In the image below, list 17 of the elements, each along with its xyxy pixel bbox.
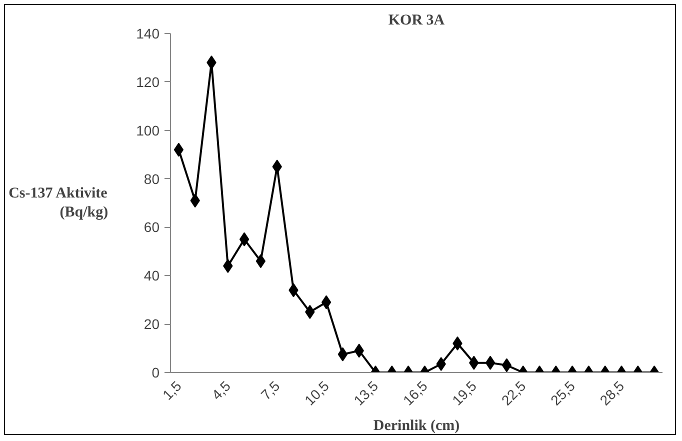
point (174, 142, 184, 157)
y-tick-label: 100 (136, 122, 160, 138)
y-tick-label: 120 (136, 74, 160, 90)
y-axis-title: Cs-137 Aktivite (Bq/kg) (8, 185, 108, 221)
x-axis-title: Derinlik (cm) (373, 418, 460, 434)
y-tick-label: 0 (152, 364, 160, 380)
point (239, 232, 250, 246)
y-tick-label: 140 (136, 26, 160, 42)
x-tick-label: 7,5 (258, 378, 283, 403)
x-tick-label: 1,5 (159, 378, 185, 403)
y-tick-label: 60 (144, 219, 160, 236)
chart-title: KOR 3A (388, 12, 445, 28)
point (256, 254, 266, 268)
x-tick-label: 4,5 (208, 378, 234, 403)
y-tick-label: 20 (144, 316, 160, 332)
y-tick-label: 80 (144, 170, 160, 187)
y-tick-label: 40 (144, 268, 160, 284)
